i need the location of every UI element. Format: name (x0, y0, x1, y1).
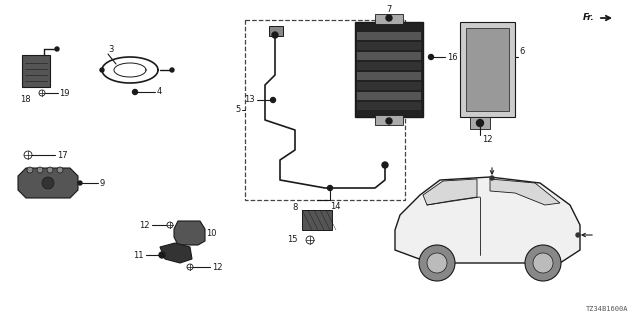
Text: 15: 15 (287, 236, 298, 244)
Bar (375, 14, 403, 24)
Circle shape (100, 68, 104, 72)
Circle shape (57, 167, 63, 173)
Circle shape (187, 264, 193, 270)
Circle shape (55, 47, 59, 51)
Circle shape (382, 162, 388, 168)
Bar (245, 20, 405, 200)
Text: 8: 8 (292, 203, 298, 212)
Text: 4: 4 (157, 87, 163, 97)
Text: 7: 7 (387, 5, 392, 14)
Text: 16: 16 (447, 52, 458, 61)
Bar (357, 42, 421, 50)
Polygon shape (160, 243, 192, 263)
Bar (302, 210, 332, 230)
Polygon shape (18, 168, 78, 198)
Text: 10: 10 (206, 228, 216, 237)
Bar (357, 82, 421, 90)
Circle shape (328, 186, 333, 190)
Circle shape (167, 222, 173, 228)
Text: 12: 12 (482, 135, 493, 144)
Bar (355, 22, 423, 117)
Circle shape (159, 252, 165, 258)
Polygon shape (395, 177, 580, 263)
Polygon shape (22, 55, 50, 87)
Polygon shape (490, 179, 560, 205)
Circle shape (386, 15, 392, 21)
Bar (357, 52, 421, 60)
Circle shape (490, 176, 494, 180)
Text: TZ34B1600A: TZ34B1600A (586, 306, 628, 312)
Text: 18: 18 (20, 95, 31, 104)
Text: 9: 9 (99, 179, 104, 188)
Polygon shape (174, 221, 205, 245)
Bar (357, 72, 421, 80)
Circle shape (271, 98, 275, 102)
Polygon shape (423, 179, 477, 205)
Circle shape (386, 118, 392, 124)
Circle shape (42, 177, 54, 189)
Bar (357, 92, 421, 100)
Circle shape (27, 167, 33, 173)
Text: 13: 13 (244, 95, 255, 105)
Circle shape (533, 253, 553, 273)
Text: 19: 19 (59, 89, 70, 98)
Text: 6: 6 (519, 47, 524, 57)
Circle shape (429, 54, 433, 60)
Text: 3: 3 (108, 45, 113, 54)
Text: Fr.: Fr. (583, 13, 595, 22)
Bar (269, 26, 283, 36)
Bar (357, 62, 421, 70)
Bar (357, 102, 421, 110)
Circle shape (47, 167, 53, 173)
Text: 5: 5 (236, 106, 241, 115)
Text: 12: 12 (140, 220, 150, 229)
Bar (375, 115, 403, 125)
Circle shape (170, 68, 174, 72)
Text: 11: 11 (134, 251, 144, 260)
Circle shape (427, 253, 447, 273)
Circle shape (39, 90, 45, 96)
Circle shape (78, 181, 82, 185)
Text: 12: 12 (212, 262, 223, 271)
Circle shape (306, 236, 314, 244)
Circle shape (477, 119, 483, 126)
Text: 14: 14 (330, 202, 340, 211)
Circle shape (24, 151, 32, 159)
Circle shape (419, 245, 455, 281)
Circle shape (272, 32, 278, 38)
Circle shape (525, 245, 561, 281)
Circle shape (576, 233, 580, 237)
Text: 17: 17 (57, 150, 68, 159)
Bar (466, 28, 509, 111)
Bar (357, 32, 421, 40)
Bar (470, 117, 490, 129)
Circle shape (132, 90, 138, 94)
Circle shape (37, 167, 43, 173)
Bar (460, 22, 515, 117)
